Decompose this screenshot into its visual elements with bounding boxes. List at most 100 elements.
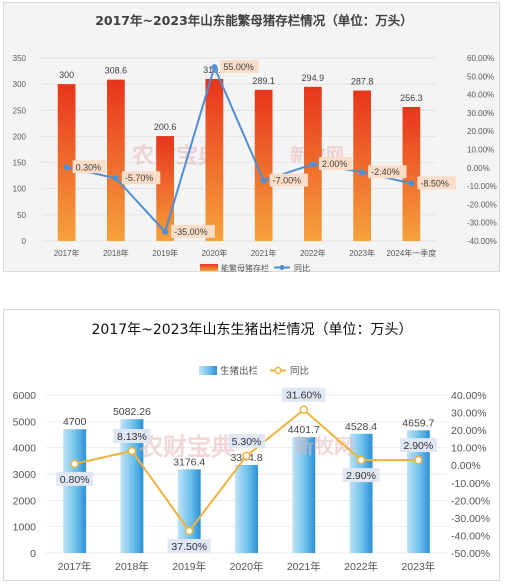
line-point — [112, 175, 119, 182]
pct-label-bg — [417, 176, 456, 190]
y-tick-label: 2000 — [13, 495, 37, 507]
bar-value-label: 256.3 — [400, 93, 423, 103]
y2-tick-label: -20.00% — [451, 495, 490, 507]
line-point — [242, 451, 251, 461]
bar-value-label: 287.8 — [351, 77, 374, 87]
pct-label: 2.90% — [346, 470, 376, 482]
y2-tick-label: 30.00% — [467, 109, 494, 118]
pct-label-bg — [220, 60, 259, 74]
chart2-bars: 47005082.263176.43344.84401.74528.44659.… — [63, 406, 435, 553]
y2-tick-label: 60.00% — [467, 54, 494, 63]
line-point — [359, 169, 366, 176]
y2-tick-label: -50.00% — [451, 548, 490, 560]
y-tick-label: 350 — [13, 54, 27, 63]
pct-label: 2.00% — [322, 159, 348, 169]
line-point — [70, 459, 79, 469]
bar-value-label: 300 — [59, 70, 74, 80]
pct-label: -8.50% — [420, 178, 449, 188]
bar — [349, 433, 373, 553]
chart-hog-slaughter: 2017年~2023年山东生猪出栏情况（单位：万头） 生猪出栏 同比 0 1000… — [13, 322, 490, 573]
y2-tick-label: 0.00% — [467, 164, 490, 173]
watermark-text-cn-2: 农财宝典 — [138, 433, 235, 461]
y2-tick-label: 10.00% — [467, 146, 494, 155]
y2-tick-label: 30.00% — [451, 408, 487, 420]
line-point — [260, 177, 267, 184]
pct-label-bg — [113, 428, 151, 443]
chart2-x-axis: 2017年 2018年 2019年 2020年 2021年 2022年 2023年 — [58, 560, 436, 573]
bar-value-label: 4528.4 — [345, 421, 377, 433]
pct-label: 0.80% — [60, 474, 90, 486]
pct-label-bg — [167, 539, 211, 554]
x-tick-label: 2018年 — [103, 248, 129, 258]
line-point — [162, 228, 169, 235]
bar-value-label: 3176.4 — [173, 456, 205, 468]
chart-breeding-sows: 2017年~2023年山东能繁母猪存栏情况（单位：万头） 0 50 100 150 20… — [13, 13, 497, 273]
y-tick-label: 100 — [13, 185, 27, 194]
bar-value-label: 200.6 — [154, 122, 177, 132]
x-tick-label: 2018年 — [115, 560, 149, 573]
legend-swatch-bars-2 — [199, 366, 217, 375]
y2-tick-label: 40.00% — [467, 91, 494, 100]
line-point — [309, 161, 316, 168]
y2-tick-label: 0.00% — [451, 460, 481, 472]
legend-marker-line-2 — [274, 366, 282, 375]
bar-value-label: 4401.7 — [288, 424, 320, 436]
pct-label: 55.00% — [223, 62, 254, 72]
chart-panel-hog-slaughter: 2017年~2023年山东生猪出栏情况（单位：万头） 生猪出栏 同比 0 1000… — [3, 309, 500, 581]
legend-swatch-bars-1 — [200, 264, 218, 271]
x-tick-label: 2024年一季度 — [386, 248, 436, 258]
bar — [205, 78, 224, 242]
chart2-y-axis: 0 1000 2000 3000 4000 5000 6000 — [13, 390, 37, 560]
x-tick-label: 2020年 — [201, 248, 227, 258]
legend-label-line-1: 同比 — [294, 263, 310, 273]
legend-label-bars-1: 能繁母猪存栏 — [221, 263, 269, 273]
pct-label-bg — [228, 433, 265, 448]
y2-tick-label: 10.00% — [451, 443, 487, 455]
bar-value-label: 5082.26 — [113, 406, 151, 418]
pct-label: -35.00% — [174, 227, 208, 237]
y-tick-label: 3000 — [13, 469, 37, 481]
pct-label: 37.50% — [171, 541, 207, 553]
x-tick-label: 2017年 — [54, 248, 80, 258]
bar — [57, 84, 76, 242]
line-point — [408, 180, 415, 187]
pct-label-bg — [171, 224, 215, 238]
legend-marker-line-1 — [279, 265, 285, 270]
bar-value-label: 4659.7 — [402, 417, 434, 429]
bar-value-label: 4700 — [63, 416, 87, 428]
x-tick-label: 2023年 — [401, 560, 435, 573]
chart-panel-breeding-sows: 2017年~2023年山东能繁母猪存栏情况（单位：万头） 0 50 100 150 20… — [3, 2, 500, 273]
x-tick-label: 2022年 — [344, 560, 378, 573]
chart2-title: 2017年~2023年山东生猪出栏情况（单位：万头） — [92, 322, 413, 338]
line-point — [414, 455, 423, 465]
pct-label: 2.90% — [403, 440, 433, 452]
y2-tick-label: 20.00% — [451, 425, 487, 437]
y-tick-label: 0 — [30, 548, 36, 560]
bar — [235, 464, 258, 553]
y-tick-label: 150 — [13, 159, 27, 168]
y-tick-label: 0 — [22, 237, 27, 246]
y2-tick-label: 50.00% — [467, 72, 494, 81]
line-point — [299, 405, 309, 414]
pct-label: 5.30% — [232, 436, 262, 448]
line-point — [127, 446, 137, 456]
line-point — [184, 526, 194, 536]
chart2-legend: 生猪出栏 同比 — [199, 365, 309, 377]
chart1-y-axis: 0 50 100 150 200 250 300 350 — [13, 54, 27, 246]
line-series — [66, 64, 412, 234]
y2-tick-label: 40.00% — [451, 390, 487, 402]
bar — [402, 106, 421, 241]
bar — [254, 89, 273, 241]
x-tick-label: 2019年 — [152, 248, 178, 258]
bar — [63, 429, 87, 553]
chart2-y2-axis: -50.00% -40.00% -30.00% -20.00% -10.00% 0.00%… — [451, 390, 490, 560]
x-tick-label: 2021年 — [287, 560, 321, 573]
pct-label-bg — [342, 468, 380, 483]
x-tick-label: 2019年 — [172, 560, 206, 573]
pct-label-bg — [368, 165, 407, 179]
pct-label-bg — [121, 171, 161, 185]
y2-tick-label: -30.00% — [467, 219, 497, 228]
chart1-legend: 能繁母猪存栏 同比 — [200, 263, 310, 273]
y2-tick-label: 20.00% — [467, 127, 494, 136]
bar-value-label: 294.9 — [302, 73, 325, 83]
